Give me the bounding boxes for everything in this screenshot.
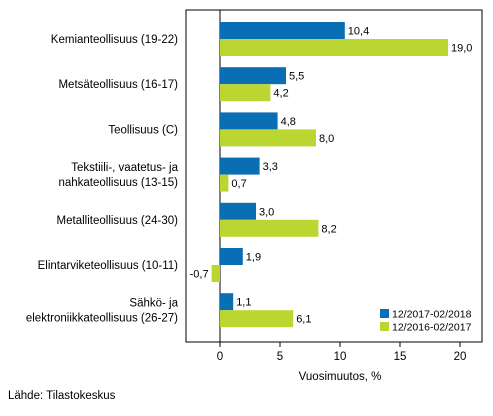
plot-frame	[185, 9, 483, 343]
data-label: 3,3	[263, 161, 278, 173]
bar-series2	[220, 84, 271, 102]
category-label: Kemianteollisuus (19-22)	[51, 34, 178, 46]
bar-series2	[220, 310, 294, 328]
data-label: 8,2	[321, 223, 336, 235]
bar-series1	[220, 112, 278, 130]
x-axis-title: Vuosimuutos, %	[299, 371, 382, 383]
data-label: 5,5	[289, 71, 304, 83]
data-label: 3,0	[259, 206, 274, 218]
category-label: Elintarviketeollisuus (10-11)	[38, 260, 179, 272]
category-label: Teollisuus (C)	[108, 124, 178, 136]
category-label: elektroniikkateollisuus (26-27)	[26, 313, 178, 325]
bar-series1	[220, 157, 260, 175]
x-tick-label: 0	[217, 351, 223, 363]
bar-series1	[220, 293, 234, 311]
bar-series1	[220, 248, 243, 265]
legend-swatch	[380, 322, 389, 331]
category-label: Sähkö- ja	[129, 298, 178, 310]
data-label: -0,7	[190, 269, 209, 281]
category-label: Metalliteollisuus (24-30)	[57, 215, 179, 227]
data-label: 10,4	[348, 26, 369, 38]
plot-area: 0 5 10 15 20 Vuosimuutos, % 10,4 19,0 Kemianteol…	[26, 9, 483, 383]
x-tick-label: 5	[277, 351, 283, 363]
bar-series1	[220, 202, 256, 220]
legend-swatch	[380, 309, 389, 318]
data-label: 1,9	[246, 252, 261, 264]
category-label: Tekstiili-, vaatetus- ja	[71, 162, 178, 174]
category-label: nahkateollisuus (13-15)	[58, 177, 178, 189]
x-tick-label: 10	[334, 351, 347, 363]
data-label: 1,1	[236, 297, 251, 309]
source-note: Lähde: Tilastokeskus	[8, 390, 116, 402]
bar-series1	[220, 67, 286, 85]
data-label: 6,1	[296, 314, 311, 326]
legend-label: 12/2016-02/2017	[392, 322, 472, 334]
legend-label: 12/2017-02/2018	[392, 309, 472, 321]
bar-series2	[211, 265, 220, 282]
bar-series2	[220, 174, 229, 192]
data-label: 4,8	[281, 116, 296, 128]
data-label: 4,2	[273, 88, 288, 100]
category-label: Metsäteollisuus (16-17)	[58, 79, 178, 91]
x-tick-label: 15	[394, 351, 407, 363]
bar-series2	[220, 39, 448, 56]
data-label: 8,0	[319, 133, 334, 145]
data-label: 0,7	[231, 178, 246, 190]
bar-series2	[220, 129, 316, 147]
bar-series2	[220, 219, 319, 237]
x-tick-label: 20	[454, 351, 467, 363]
data-label: 19,0	[451, 43, 472, 55]
bar-series1	[220, 22, 345, 39]
